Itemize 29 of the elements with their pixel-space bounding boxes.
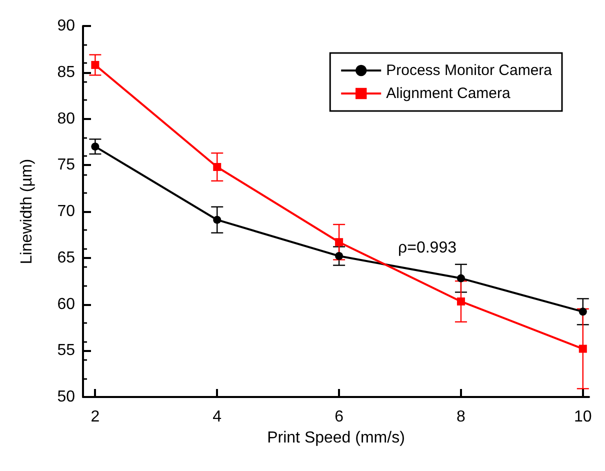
x-tick-label: 4 [212, 408, 222, 426]
y-tick-label: 85 [57, 64, 76, 81]
legend-label: Alignment Camera [386, 85, 511, 102]
annotation: ρ=0.993 [398, 240, 457, 256]
x-tick-label: 2 [90, 408, 100, 426]
y-tick-label: 90 [57, 18, 76, 34]
point [578, 344, 587, 353]
legend-label: Process Monitor Camera [386, 62, 553, 79]
point [213, 216, 222, 224]
y-tick-label: 70 [57, 203, 76, 220]
x-tick-label: 8 [456, 408, 466, 426]
y-axis-title: Linewidth (µm) [18, 158, 36, 264]
point [91, 60, 100, 69]
y-tick-label: 75 [57, 156, 76, 174]
y-tick-label: 55 [57, 342, 76, 360]
point [213, 162, 222, 171]
y-tick-label: 50 [57, 388, 76, 406]
point [456, 274, 465, 282]
point [456, 297, 465, 306]
point [335, 238, 344, 246]
y-tick-label: 60 [57, 296, 76, 313]
x-tick-label: 6 [334, 408, 344, 426]
y-tick-label: 65 [57, 249, 76, 266]
point [335, 252, 344, 260]
x-axis-title: Print Speed (mm/s) [267, 429, 405, 446]
y-tick-label: 80 [57, 110, 76, 128]
point [578, 308, 587, 316]
x-tick-label: 10 [574, 408, 592, 426]
point [91, 142, 100, 151]
